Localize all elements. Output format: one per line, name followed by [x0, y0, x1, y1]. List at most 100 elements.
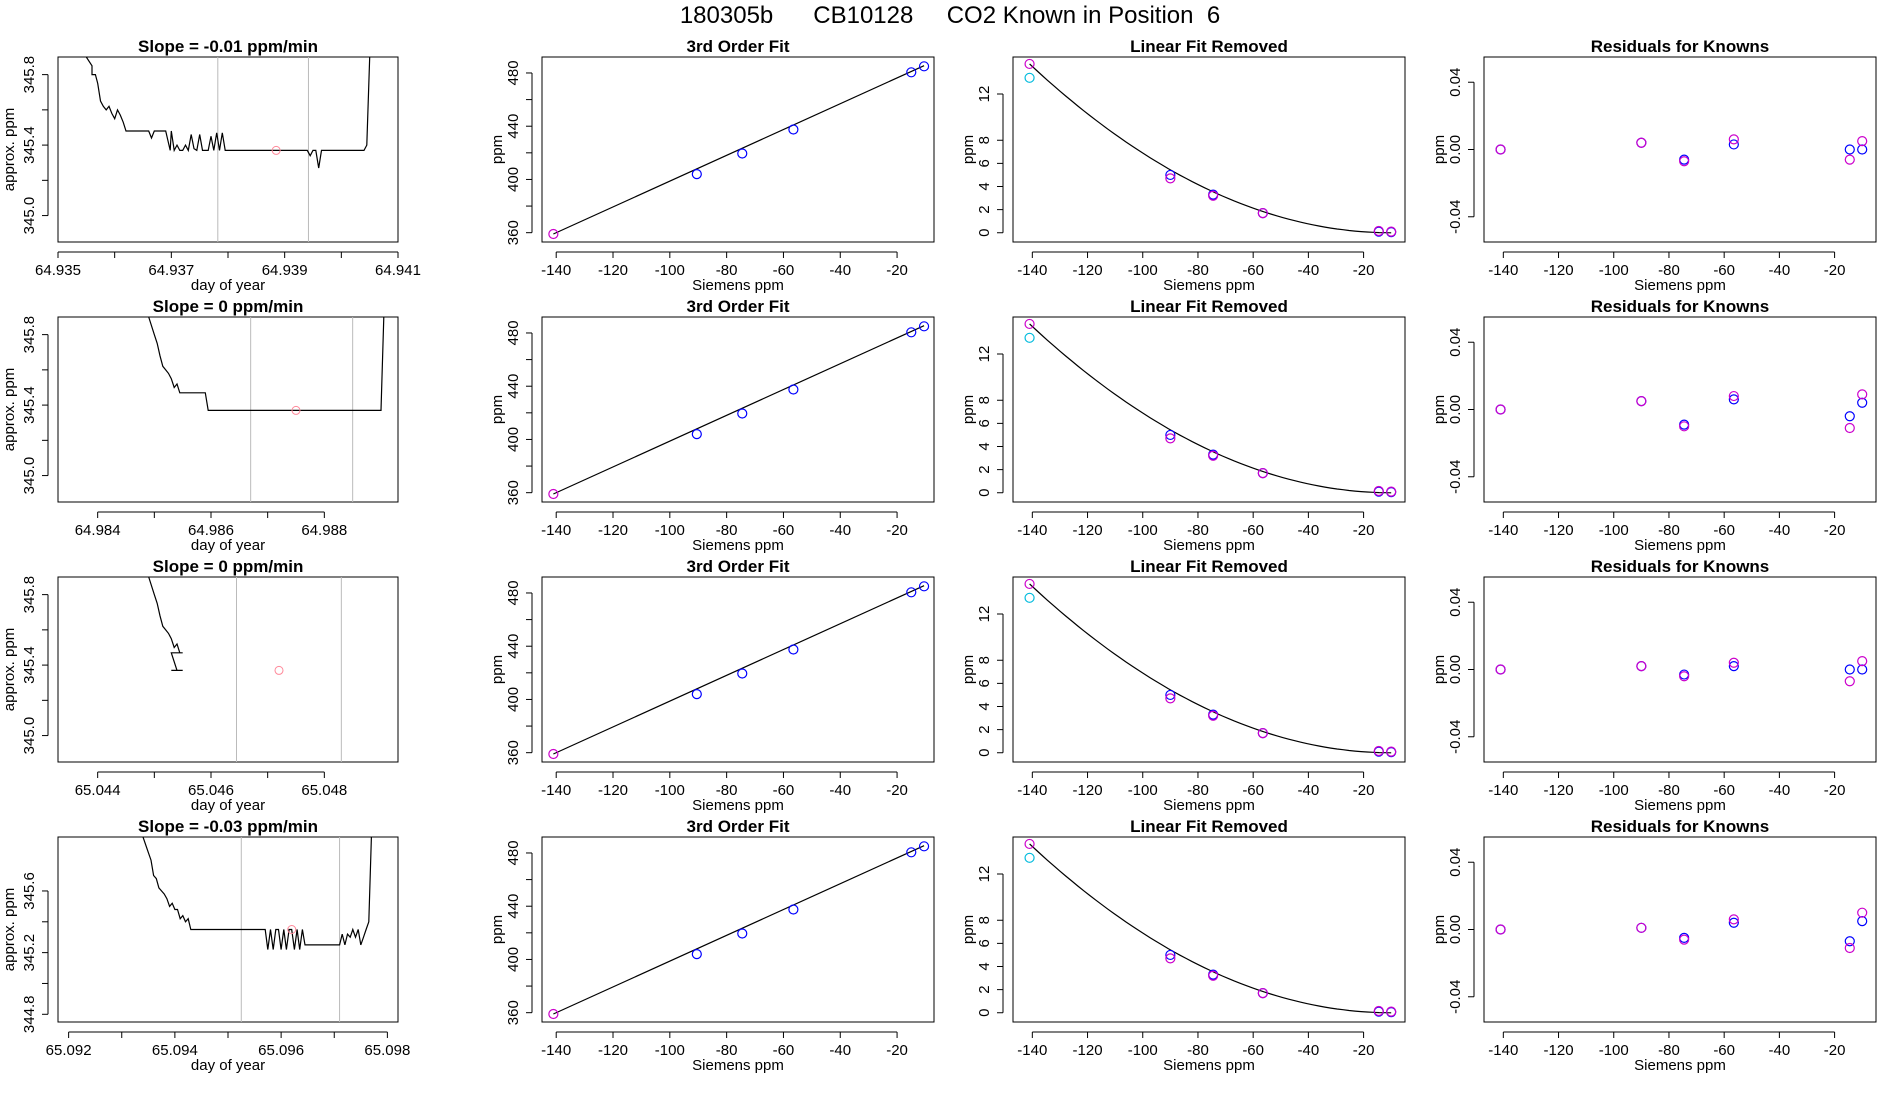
chart-14-y-tick-label: 6: [976, 939, 993, 947]
chart-15-title: Residuals for Knowns: [1591, 817, 1770, 836]
chart-7-y-label: ppm: [1431, 395, 1448, 424]
chart-8-title: Slope = 0 ppm/min: [153, 557, 304, 576]
chart-13-frame: [541, 836, 935, 1023]
chart-14-y-tick-label: 8: [976, 916, 993, 924]
chart-8-series-line: [148, 577, 183, 672]
chart-12-y-tick-label: 345.2: [21, 934, 38, 972]
chart-1-x-tick-label: -40: [829, 262, 851, 279]
chart-5-frame: [541, 316, 935, 503]
chart-7-point-magenta: [1495, 404, 1506, 415]
chart-15-x-tick-label: -120: [1544, 1042, 1574, 1059]
chart-14-point-magenta: [1373, 1005, 1384, 1017]
chart-0-x-tick-label: 64.941: [375, 262, 421, 279]
chart-14-frame: [1012, 836, 1406, 1023]
chart-3-x-tick-label: -40: [1769, 262, 1791, 279]
chart-1-point-fitted: [918, 61, 930, 72]
chart-2-y-tick-label: 6: [976, 159, 993, 167]
chart-13-title: 3rd Order Fit: [687, 817, 790, 836]
chart-7-y-tick-label: 0.04: [1447, 328, 1464, 357]
chart-2-point-magenta: [1165, 173, 1176, 184]
chart-9-x-tick-label: -120: [598, 782, 628, 799]
chart-11-point-magenta: [1728, 657, 1739, 668]
chart-2-fit-curve: [1029, 63, 1392, 234]
chart-10-y-label: ppm: [960, 655, 977, 684]
chart-14-point-magenta: [1257, 987, 1268, 999]
chart-1-point-known: [548, 228, 559, 240]
chart-11-x-tick-label: -80: [1658, 782, 1680, 799]
chart-13-point-fitted: [737, 928, 748, 939]
chart-7-point-magenta: [1679, 421, 1690, 432]
chart-15-point-magenta: [1728, 914, 1739, 925]
chart-12-mean-point: [287, 925, 297, 934]
chart-14-point-magenta: [1165, 953, 1176, 964]
chart-15-frame: [1483, 836, 1877, 1023]
chart-0-y-tick-label: 345.4: [21, 126, 38, 164]
chart-1-frame: [541, 56, 935, 243]
chart-5-x-tick-label: -100: [655, 522, 685, 539]
chart-9-y-label: ppm: [489, 655, 506, 684]
chart-3-point-magenta: [1636, 137, 1647, 148]
chart-8-y-label: approx. ppm: [1, 628, 18, 711]
chart-7-title: Residuals for Knowns: [1591, 297, 1770, 316]
chart-2-y-tick-label: 4: [976, 182, 993, 190]
chart-13-y-label: ppm: [489, 915, 506, 944]
chart-1-point-fitted: [788, 124, 799, 135]
chart-7-point-blue: [1844, 411, 1855, 422]
chart-14-point-magenta: [1208, 970, 1219, 981]
chart-13-x-tick-label: -140: [541, 1042, 571, 1059]
chart-0-y-label: approx. ppm: [1, 108, 18, 191]
chart-13-point-fitted: [788, 904, 799, 915]
chart-12-title: Slope = -0.03 ppm/min: [138, 817, 318, 836]
chart-7-point-blue: [1857, 397, 1868, 408]
chart-3-x-tick-label: -20: [1824, 262, 1846, 279]
chart-8-y-tick-label: 345.4: [21, 646, 38, 684]
chart-10-x-tick-label: -140: [1017, 782, 1047, 799]
chart-6-point-magenta: [1386, 486, 1397, 497]
chart-11-y-tick-label: 0.00: [1447, 655, 1464, 684]
chart-11-y-tick-label: 0.04: [1447, 588, 1464, 617]
chart-7-point-magenta: [1857, 389, 1868, 400]
chart-15-x-tick-label: -140: [1488, 1042, 1518, 1059]
chart-7-point-magenta: [1844, 422, 1855, 434]
chart-7-x-tick-label: -80: [1658, 522, 1680, 539]
chart-1-point-fitted: [691, 169, 702, 180]
chart-1-x-tick-label: -20: [886, 262, 908, 279]
chart-5-y-tick-label: 400: [505, 427, 522, 452]
chart-8-y-tick-label: 345.8: [21, 576, 38, 614]
chart-2-x-tick-label: -60: [1242, 262, 1264, 279]
chart-5-point-known: [548, 488, 559, 500]
chart-9-x-tick-label: -100: [655, 782, 685, 799]
chart-4-x-tick-label: 64.984: [75, 522, 121, 539]
chart-6-y-tick-label: 12: [976, 346, 993, 363]
chart-10-point-magenta: [1373, 745, 1384, 757]
chart-6-y-label: ppm: [960, 395, 977, 424]
chart-5-x-tick-label: -80: [716, 522, 738, 539]
chart-5-x-tick-label: -20: [886, 522, 908, 539]
chart-9-x-tick-label: -140: [541, 782, 571, 799]
chart-9-point-fitted: [788, 644, 799, 655]
chart-11-point-magenta: [1495, 664, 1506, 675]
chart-14-x-tick-label: -120: [1073, 1042, 1103, 1059]
chart-2-x-tick-label: -20: [1353, 262, 1375, 279]
chart-9-x-tick-label: -80: [716, 782, 738, 799]
chart-9-point-fitted: [691, 689, 702, 700]
chart-2-title: Linear Fit Removed: [1130, 37, 1288, 56]
chart-9-point-fitted: [737, 668, 748, 679]
chart-4-y-tick-label: 345.0: [21, 457, 38, 495]
chart-7-x-tick-label: -100: [1599, 522, 1629, 539]
chart-7-x-tick-label: -40: [1769, 522, 1791, 539]
chart-15-point-magenta: [1495, 924, 1506, 935]
chart-9-x-tick-label: -40: [829, 782, 851, 799]
chart-3-point-blue: [1857, 144, 1868, 155]
chart-13-y-tick-label: 440: [505, 894, 522, 919]
chart-3-x-tick-label: -80: [1658, 262, 1680, 279]
chart-10-point-magenta: [1257, 727, 1268, 739]
chart-11-point-magenta: [1857, 655, 1868, 667]
chart-15-y-tick-label: 0.00: [1447, 915, 1464, 944]
chart-6-y-tick-label: 4: [976, 442, 993, 450]
chart-6-y-tick-label: 8: [976, 396, 993, 404]
chart-2-y-tick-label: 12: [976, 86, 993, 103]
chart-2-point-magenta: [1373, 225, 1384, 237]
chart-1-x-tick-label: -80: [716, 262, 738, 279]
